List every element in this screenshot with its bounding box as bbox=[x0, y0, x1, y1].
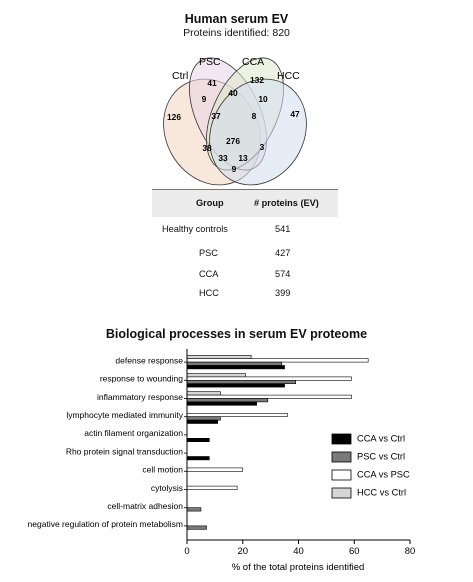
table-cell-group: CCA bbox=[199, 269, 219, 279]
venn-ellipses bbox=[163, 57, 307, 186]
venn-region-cca-only: 132 bbox=[250, 75, 264, 85]
table-cell-group: HCC bbox=[199, 288, 219, 298]
venn-label-hcc: HCC bbox=[277, 70, 300, 82]
bar bbox=[186, 456, 210, 461]
bar bbox=[186, 391, 221, 396]
table-cell-count: 427 bbox=[275, 248, 291, 258]
venn-region-ctrl-only: 126 bbox=[167, 112, 181, 122]
bar bbox=[186, 401, 257, 406]
bar-chart: defense response response to wounding infl… bbox=[28, 349, 415, 573]
legend-swatch bbox=[331, 451, 352, 463]
bar bbox=[186, 419, 218, 424]
category-label: cell-matrix adhesion bbox=[107, 501, 183, 511]
x-axis: 0 20 40 60 80 bbox=[184, 349, 415, 557]
bar bbox=[186, 373, 246, 378]
legend: CCA vs Ctrl PSC vs Ctrl CCA vs PSC HCC vs C… bbox=[331, 433, 410, 499]
legend-swatch bbox=[331, 487, 352, 499]
table-cell-group: Healthy controls bbox=[162, 224, 228, 234]
bar bbox=[186, 525, 207, 530]
venn-region-ctrl-psc-hcc: 13 bbox=[238, 153, 248, 163]
table-cell-count: 541 bbox=[275, 224, 291, 234]
category-label: defense response bbox=[115, 355, 183, 365]
category-label: cell motion bbox=[142, 465, 183, 475]
legend-label: CCA vs PSC bbox=[357, 469, 410, 479]
venn-region-cca-hcc: 10 bbox=[258, 94, 268, 104]
category-label: cytolysis bbox=[151, 483, 183, 493]
bar bbox=[186, 467, 244, 472]
category-label: lymphocyte mediated immunity bbox=[66, 410, 183, 420]
category-label: negative regulation of protein metabolis… bbox=[28, 519, 183, 529]
x-axis-label: % of the total proteins identified bbox=[232, 562, 365, 573]
venn-title: Human serum EV bbox=[184, 12, 289, 26]
table-cell-count: 399 bbox=[275, 288, 291, 298]
venn-label-cca: CCA bbox=[242, 56, 264, 68]
venn-region-psc-cca-hcc: 8 bbox=[252, 111, 257, 121]
legend-swatch bbox=[331, 433, 352, 445]
venn-region-ctrl-cca-hcc: 33 bbox=[218, 153, 228, 163]
venn-region-ctrl-hcc: 9 bbox=[232, 164, 237, 174]
legend-swatch bbox=[331, 469, 352, 481]
legend-label: HCC vs Ctrl bbox=[357, 487, 406, 497]
bar bbox=[186, 355, 252, 360]
bar bbox=[186, 398, 269, 403]
venn-region-psc-hcc: 3 bbox=[260, 142, 265, 152]
legend-label: CCA vs Ctrl bbox=[357, 433, 405, 443]
bar bbox=[186, 383, 285, 388]
venn-diagram: Ctrl PSC CCA HCC 126 41 132 47 9 40 10 3… bbox=[163, 56, 307, 186]
category-label: response to wounding bbox=[100, 374, 183, 384]
venn-region-psc-cca: 40 bbox=[228, 88, 238, 98]
x-tick-label: 80 bbox=[405, 546, 416, 557]
bar bbox=[186, 379, 297, 384]
bar bbox=[186, 394, 352, 399]
category-label: Rho protein signal transduction bbox=[66, 446, 183, 456]
category-label: inflammatory response bbox=[97, 392, 183, 402]
venn-subtitle: Proteins identified: 820 bbox=[183, 27, 290, 39]
x-tick-label: 20 bbox=[237, 546, 248, 557]
venn-region-ctrl-psc-cca: 37 bbox=[211, 111, 221, 121]
venn-region-hcc-only: 47 bbox=[290, 109, 300, 119]
bar bbox=[186, 416, 221, 421]
chart-title: Biological processes in serum EV proteom… bbox=[105, 327, 368, 341]
category-labels: defense response response to wounding infl… bbox=[28, 355, 184, 529]
category-label: actin filament organization bbox=[84, 428, 183, 438]
venn-region-ctrl-cca: 38 bbox=[202, 143, 212, 153]
table-cell-count: 574 bbox=[275, 269, 291, 279]
table-header: Group # proteins (EV) bbox=[152, 189, 338, 217]
bar bbox=[186, 358, 369, 363]
venn-region-ctrl-psc: 9 bbox=[202, 94, 207, 104]
venn-label-ctrl: Ctrl bbox=[172, 70, 188, 82]
bar bbox=[186, 376, 352, 381]
legend-label: PSC vs Ctrl bbox=[357, 451, 405, 461]
venn-set-hcc bbox=[209, 78, 307, 186]
bars bbox=[186, 355, 369, 530]
bar bbox=[186, 485, 238, 490]
venn-region-psc-only: 41 bbox=[207, 78, 217, 88]
table-cell-group: PSC bbox=[199, 248, 218, 258]
table-header-group: Group bbox=[196, 198, 224, 208]
venn-label-psc: PSC bbox=[199, 56, 221, 68]
bar bbox=[186, 438, 210, 443]
x-tick-label: 60 bbox=[349, 546, 360, 557]
bar bbox=[186, 507, 202, 512]
x-tick-label: 0 bbox=[184, 546, 189, 557]
bar bbox=[186, 365, 285, 370]
bar bbox=[186, 413, 288, 418]
table-header-count: # proteins (EV) bbox=[254, 198, 319, 208]
venn-region-all: 276 bbox=[226, 136, 240, 146]
bar bbox=[186, 361, 283, 366]
x-tick-label: 40 bbox=[293, 546, 304, 557]
